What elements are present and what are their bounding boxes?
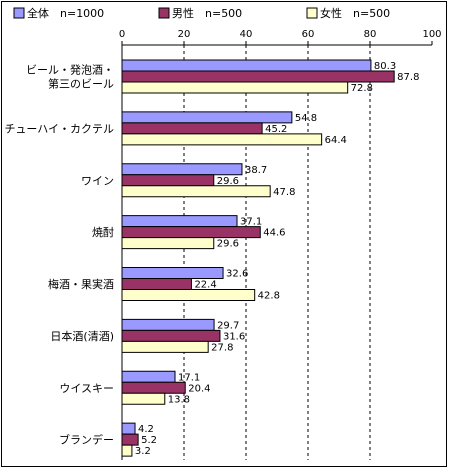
- legend-swatch-0: [13, 7, 25, 19]
- value-label-1-2: 29.6: [217, 176, 239, 187]
- value-label-0-2: 38.7: [245, 165, 267, 176]
- value-label-2-5: 27.8: [211, 342, 233, 353]
- bar-1-0: [121, 70, 395, 83]
- x-tick-label-0: 0: [119, 29, 125, 40]
- legend-label-1: 男性 n=500: [172, 6, 242, 20]
- bar-0-4: [121, 267, 224, 279]
- bar-2-2: [121, 185, 271, 198]
- value-label-1-3: 44.6: [263, 228, 285, 239]
- bar-1-7: [121, 433, 139, 446]
- category-label-3-0: 焼酎: [92, 225, 114, 239]
- bar-1-3: [121, 226, 261, 239]
- bar-1-2: [121, 174, 215, 187]
- bar-0-2: [121, 163, 243, 176]
- value-label-2-0: 72.8: [351, 83, 373, 94]
- bar-1-4: [121, 278, 192, 290]
- value-label-2-7: 3.2: [135, 446, 151, 457]
- value-label-2-1: 64.4: [325, 135, 347, 146]
- bar-0-7: [121, 422, 136, 435]
- value-label-0-0: 80.3: [374, 61, 396, 72]
- bar-0-0: [121, 59, 372, 72]
- value-label-2-3: 29.6: [217, 239, 239, 250]
- legend-label-2: 女性 n=500: [320, 6, 390, 20]
- value-label-2-2: 47.8: [273, 187, 295, 198]
- value-label-0-6: 17.1: [178, 372, 200, 383]
- x-tick-label-4: 80: [364, 29, 377, 40]
- category-label-6-0: ウイスキー: [59, 382, 114, 395]
- bar-2-3: [121, 237, 215, 250]
- bar-2-4: [121, 289, 256, 301]
- legend-swatch-1: [158, 7, 170, 19]
- bar-0-6: [121, 370, 176, 383]
- value-label-0-7: 4.2: [138, 424, 154, 435]
- bar-2-1: [121, 133, 323, 146]
- value-label-2-6: 13.8: [168, 394, 190, 405]
- value-label-1-0: 87.8: [397, 72, 419, 83]
- bar-2-6: [121, 392, 166, 405]
- bar-0-5: [121, 318, 215, 331]
- value-label-1-7: 5.2: [141, 435, 157, 446]
- bar-0-1: [121, 111, 293, 124]
- category-label-0-0: ビール・発泡酒・: [26, 63, 114, 77]
- category-label-0-1: 第三のビール: [48, 77, 114, 91]
- x-tick-label-1: 20: [178, 29, 191, 40]
- x-tick-label-5: 100: [422, 29, 441, 40]
- legend-swatch-2: [306, 7, 318, 19]
- value-label-0-3: 37.1: [240, 217, 262, 228]
- legend-label-0: 全体 n=1000: [27, 6, 104, 20]
- value-label-0-5: 29.7: [217, 320, 239, 331]
- bar-2-5: [121, 340, 209, 353]
- category-label-1-0: チューハイ・カクテル: [4, 122, 114, 135]
- value-label-1-4: 22.4: [194, 280, 216, 291]
- category-label-2-0: ワイン: [81, 174, 114, 187]
- value-label-0-4: 32.6: [226, 269, 248, 280]
- x-tick-label-2: 40: [240, 29, 253, 40]
- category-label-7-0: ブランデー: [59, 433, 114, 447]
- category-label-5-0: 日本酒(清酒): [50, 329, 114, 343]
- bar-2-7: [121, 444, 133, 457]
- bar-0-3: [121, 215, 238, 228]
- value-label-1-6: 20.4: [188, 383, 210, 394]
- value-label-1-1: 45.2: [265, 124, 287, 135]
- x-tick-label-3: 60: [302, 29, 315, 40]
- bar-1-6: [121, 381, 186, 394]
- category-label-4-0: 梅酒・果実酒: [48, 277, 114, 291]
- bar-1-1: [121, 122, 263, 135]
- value-label-2-4: 42.8: [258, 291, 280, 302]
- value-label-0-1: 54.8: [295, 113, 317, 124]
- bar-1-5: [121, 329, 221, 342]
- value-label-1-5: 31.6: [223, 331, 245, 342]
- bar-2-0: [121, 81, 349, 94]
